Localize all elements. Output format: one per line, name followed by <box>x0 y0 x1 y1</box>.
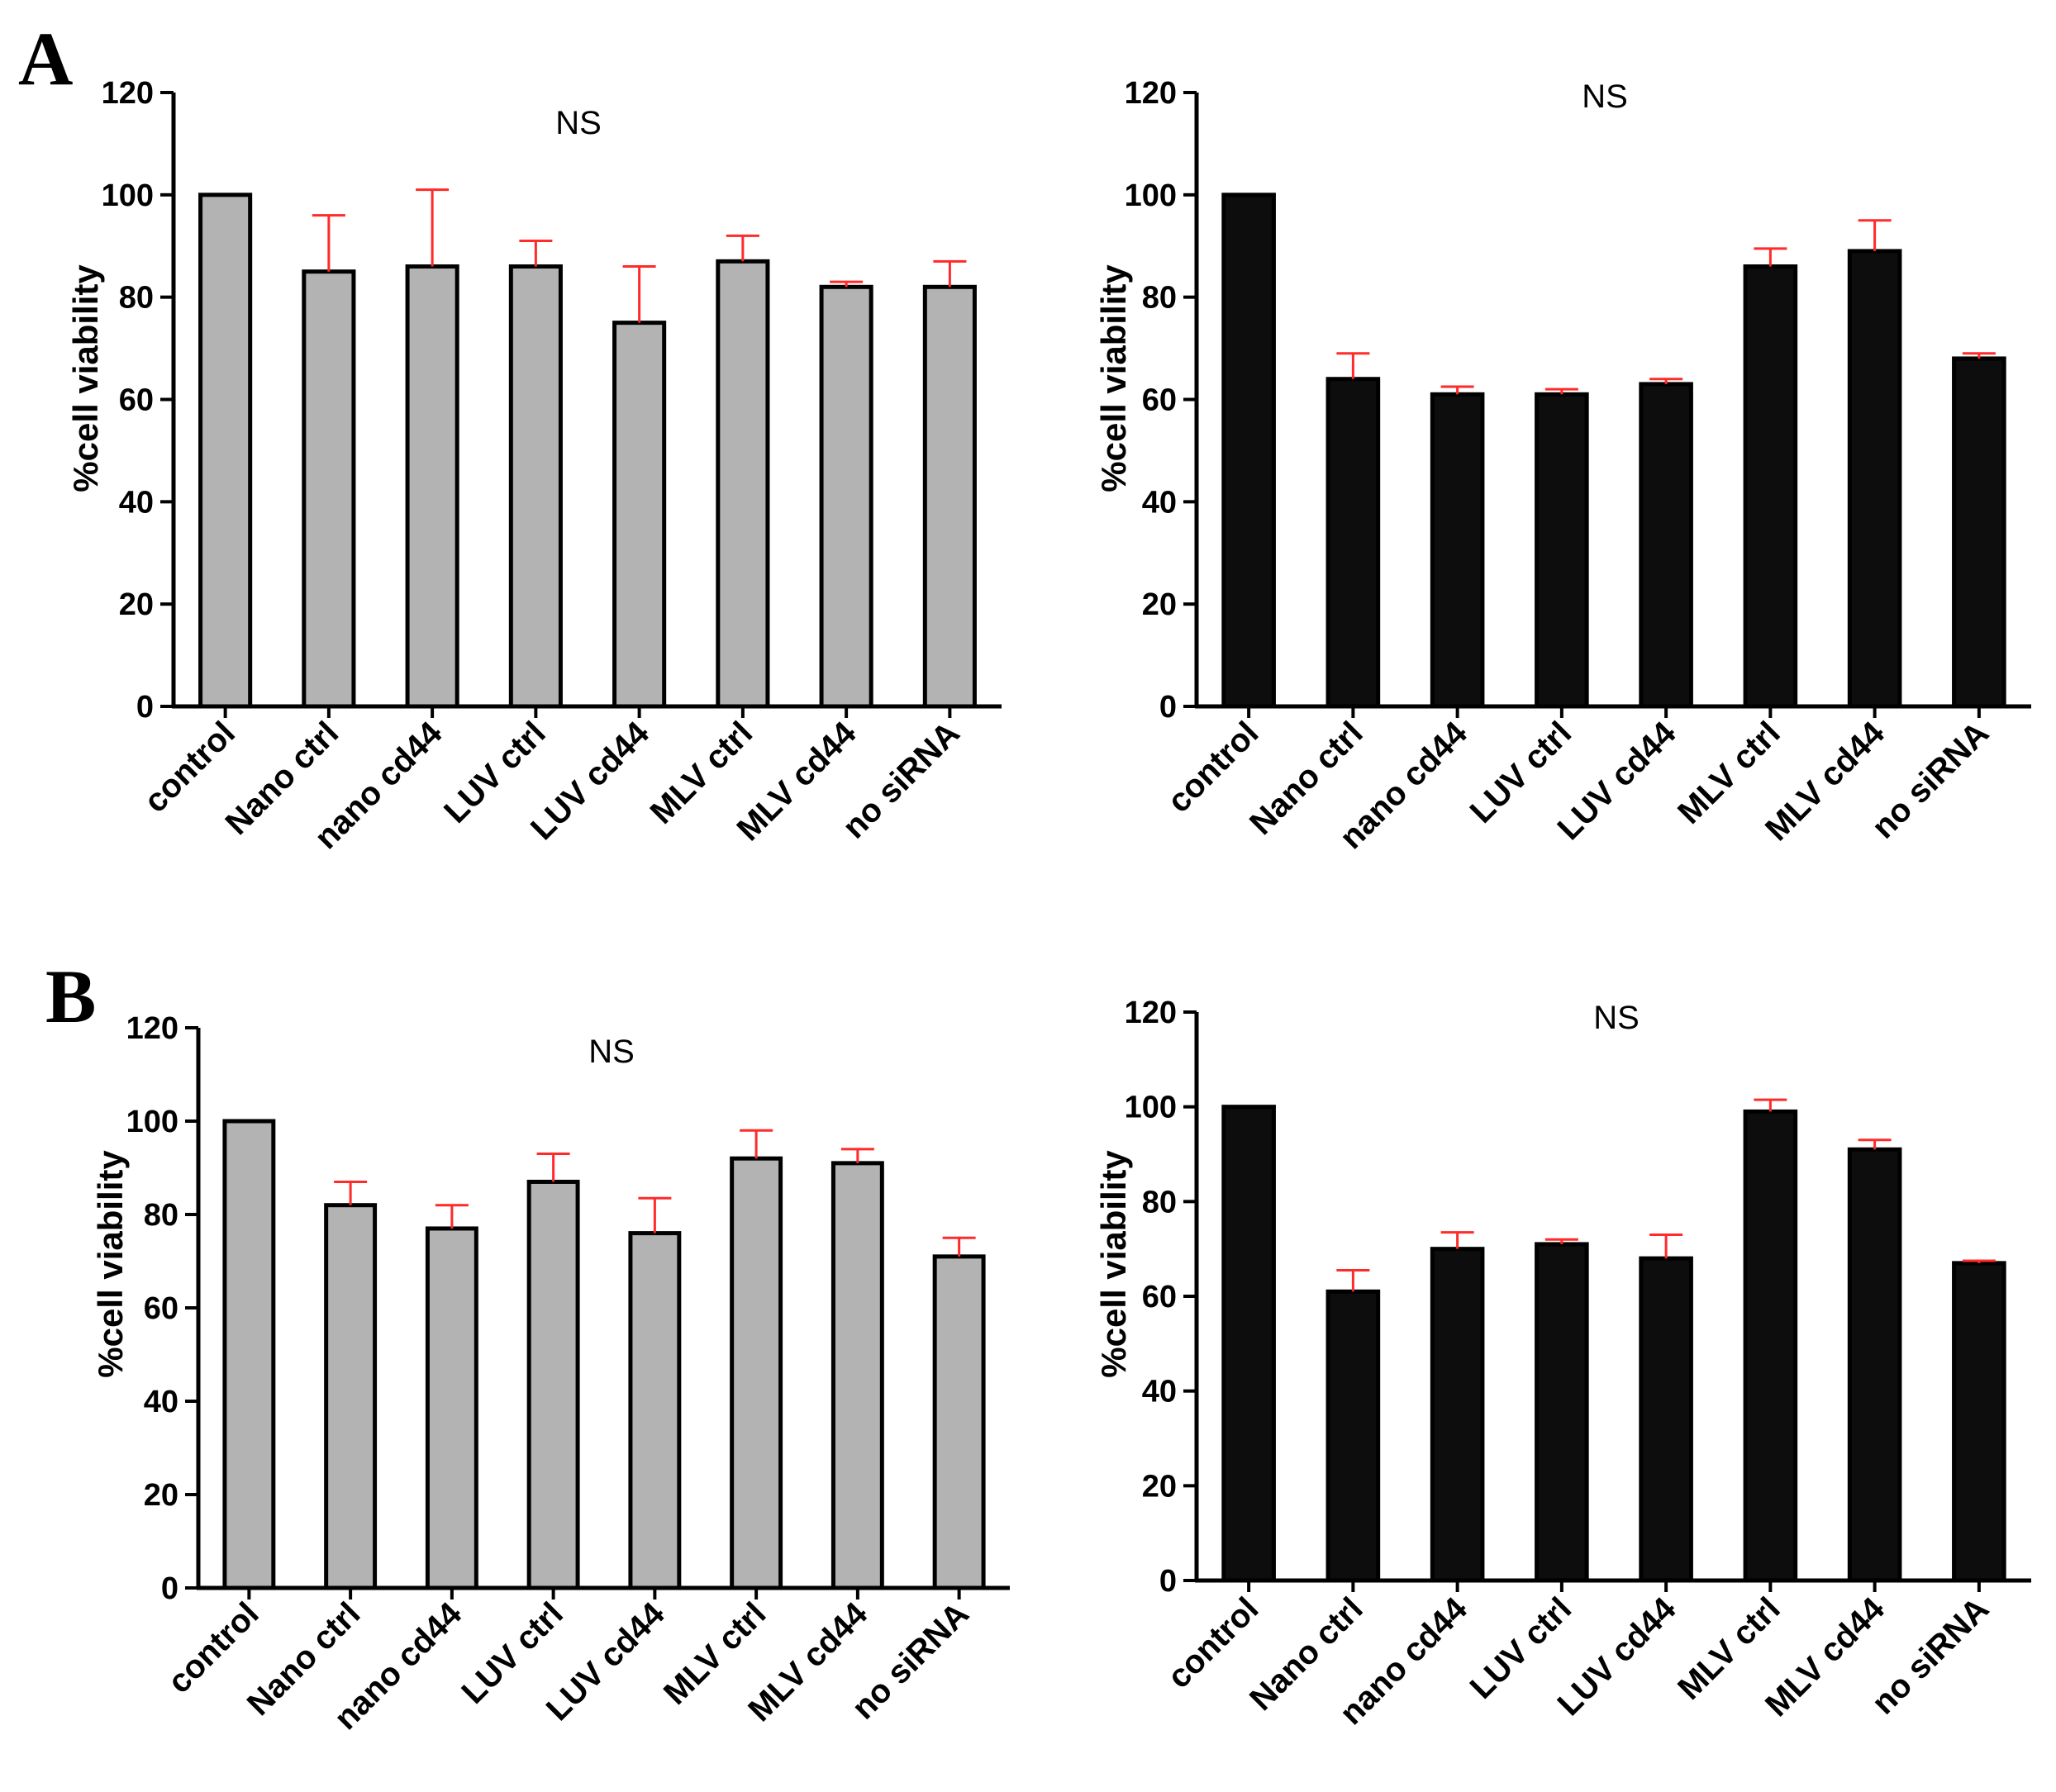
bar-luv-cd44 <box>1639 1256 1693 1583</box>
y-tick-label: 120 <box>1125 996 1177 1030</box>
y-tick-label: 100 <box>102 178 154 213</box>
bar-control <box>1221 193 1276 709</box>
bar-luv-cd44 <box>612 321 667 709</box>
chart-title-ns: NS <box>588 1034 635 1070</box>
bar-luv-ctrl <box>1535 392 1589 709</box>
panel-label-b: B <box>45 954 96 1039</box>
y-tick-label: 60 <box>1142 1280 1177 1314</box>
y-tick-label: 0 <box>161 1571 178 1606</box>
y-tick-label: 0 <box>136 690 154 725</box>
bar-mlv-cd44 <box>1847 249 1902 709</box>
panel-label-a: A <box>18 17 73 101</box>
x-tick-label: control <box>161 1595 266 1700</box>
bar-control <box>198 193 253 709</box>
bar-nano-cd44 <box>1430 1247 1485 1583</box>
bar-no-sirna <box>1952 1261 2006 1583</box>
bar-mlv-ctrl <box>1743 264 1798 709</box>
y-axis-label: %cell viability <box>66 264 105 492</box>
bar-luv-ctrl <box>508 264 563 709</box>
bar-nano-ctrl <box>1325 1289 1381 1583</box>
bar-control <box>1221 1105 1276 1583</box>
y-tick-label: 100 <box>1125 178 1177 213</box>
bar-no-sirna <box>1952 356 2006 709</box>
x-tick-label: control <box>1161 1590 1266 1695</box>
bar-mlv-cd44 <box>830 1161 884 1590</box>
chart-title-ns: NS <box>555 105 602 141</box>
y-tick-label: 80 <box>144 1198 178 1233</box>
y-tick-label: 120 <box>126 1011 178 1046</box>
y-tick-label: 40 <box>1142 1375 1177 1409</box>
bar-luv-cd44 <box>1639 382 1693 709</box>
bar-luv-ctrl <box>526 1179 580 1590</box>
chart-title-ns: NS <box>1593 1000 1640 1036</box>
bar-mlv-cd44 <box>819 284 873 709</box>
bar-control <box>222 1119 276 1590</box>
y-tick-label: 100 <box>126 1105 178 1139</box>
bar-no-sirna <box>922 284 977 709</box>
bar-nano-cd44 <box>425 1226 478 1590</box>
y-tick-label: 40 <box>119 485 154 520</box>
bar-nano-cd44 <box>405 264 459 709</box>
y-tick-label: 40 <box>1142 485 1177 520</box>
y-tick-label: 40 <box>144 1385 178 1419</box>
chart-panel-a-left: NS %cell viability 0 20 40 60 80 100 120 contro… <box>66 76 1002 856</box>
bar-mlv-ctrl <box>730 1156 783 1590</box>
y-tick-label: 80 <box>119 281 154 316</box>
y-tick-label: 20 <box>1142 587 1177 622</box>
x-tick-label: control <box>137 715 242 820</box>
y-tick-label: 0 <box>1159 1564 1177 1599</box>
y-axis-label: %cell viability <box>1094 264 1133 492</box>
y-tick-label: 60 <box>144 1291 178 1326</box>
y-axis-label: %cell viability <box>1094 1150 1133 1378</box>
bar-luv-cd44 <box>628 1231 682 1590</box>
bar-no-sirna <box>932 1254 986 1590</box>
chart-panel-b-right: NS %cell viability 0 20 40 60 80 100 120 contro… <box>1094 996 2031 1732</box>
bar-mlv-ctrl <box>716 259 770 709</box>
bar-mlv-cd44 <box>1847 1147 1902 1583</box>
chart-title-ns: NS <box>1582 78 1628 115</box>
y-tick-label: 120 <box>1125 76 1177 111</box>
y-tick-label: 80 <box>1142 281 1177 316</box>
bar-nano-ctrl <box>1325 377 1381 709</box>
bar-mlv-ctrl <box>1743 1109 1798 1583</box>
bar-nano-cd44 <box>1430 392 1485 709</box>
chart-panel-a-right: NS %cell viability 0 20 40 60 80 100 120 contro… <box>1094 76 2031 856</box>
y-tick-label: 20 <box>144 1478 178 1513</box>
chart-panel-b-left: NS %cell viability 0 20 40 60 80 100 120 contro… <box>91 1011 1010 1737</box>
y-tick-label: 60 <box>119 383 154 418</box>
y-tick-label: 80 <box>1142 1185 1177 1219</box>
bar-nano-ctrl <box>324 1203 378 1590</box>
y-tick-label: 60 <box>1142 383 1177 418</box>
x-tick-label: control <box>1161 715 1266 820</box>
y-tick-label: 100 <box>1125 1091 1177 1125</box>
bar-luv-ctrl <box>1535 1242 1589 1583</box>
y-axis-label: %cell viability <box>91 1150 130 1378</box>
y-tick-label: 0 <box>1159 690 1177 725</box>
bar-nano-ctrl <box>302 269 356 709</box>
y-tick-label: 20 <box>119 587 154 622</box>
y-tick-label: 20 <box>1142 1469 1177 1504</box>
y-tick-label: 120 <box>102 76 154 111</box>
